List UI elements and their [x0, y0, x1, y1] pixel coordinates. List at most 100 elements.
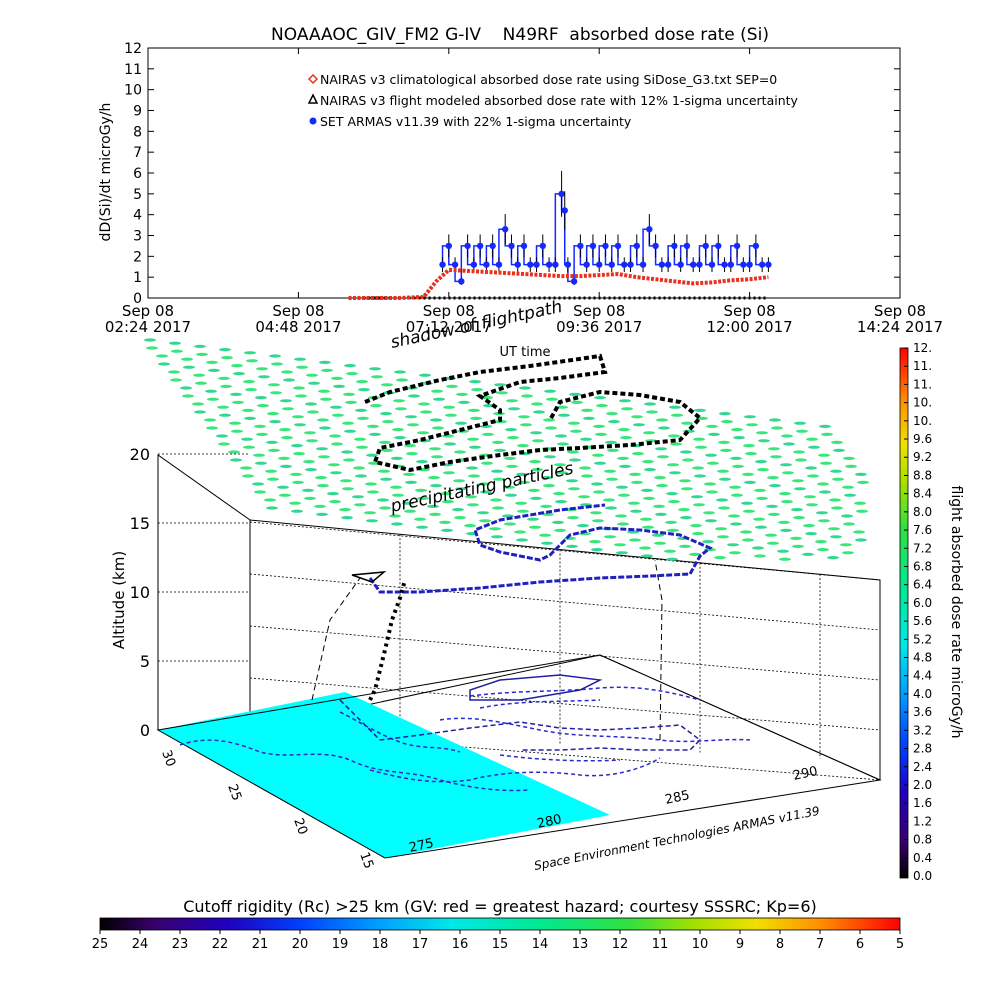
colorbar-bottom-ticks: 25 24 23 22 21 20 19 18 17 16 15 14 13 12 11 10 9 8 7 6 5: [92, 930, 904, 952]
colorbar-bottom-tick-label: 17: [412, 937, 429, 952]
armas-point: [696, 261, 703, 268]
rc-dot: [205, 389, 217, 393]
colorbar-right-tick-label: 6.8: [913, 559, 932, 573]
rc-dot: [289, 501, 301, 505]
rc-dot: [782, 471, 794, 475]
rc-dot: [354, 437, 366, 441]
rc-dot: [403, 472, 415, 476]
rc-dot: [604, 535, 616, 539]
rc-dot: [477, 511, 489, 515]
rc-dot: [719, 477, 731, 481]
rc-dot: [192, 402, 204, 406]
rc-dot: [681, 421, 693, 425]
rc-dot: [280, 464, 292, 468]
y-tick-label: 2: [133, 249, 142, 265]
rc-dot: [557, 442, 569, 446]
lon-tick-label: 275: [408, 836, 435, 856]
rc-dot: [417, 496, 429, 500]
rc-dot: [367, 424, 379, 428]
rc-dot: [269, 420, 281, 424]
rc-dot: [256, 367, 268, 371]
rc-dot: [520, 423, 532, 427]
rc-dot: [521, 394, 533, 398]
rc-dot: [416, 525, 428, 529]
rc-dot: [705, 519, 717, 523]
armas-point: [508, 242, 515, 250]
legend-label: NAIRAS v3 flight modeled absorbed dose r…: [320, 93, 799, 108]
rc-dot: [231, 429, 243, 433]
trajectory-3d: 0 5 10 15 20 30 25 20 15 275 280 285 290 Altitude (…: [110, 297, 882, 873]
rc-dot: [692, 532, 704, 536]
rc-dot: [279, 493, 291, 497]
rc-dot: [306, 373, 318, 377]
rc-dot: [266, 506, 278, 510]
rc-dot: [464, 524, 476, 528]
rc-dot: [616, 551, 628, 555]
lat-tick-label: 30: [158, 748, 178, 769]
rc-dot: [819, 424, 831, 428]
aircraft-marker: [351, 571, 387, 583]
rc-dot: [170, 378, 182, 382]
rc-dot: [544, 455, 556, 459]
legend-marker-circle: [309, 117, 317, 125]
x-axis-label: UT time: [500, 345, 551, 360]
rc-dot: [740, 530, 752, 534]
lat-tick-label: 20: [290, 816, 310, 837]
rc-dot: [494, 383, 506, 387]
grid-line-back: [249, 625, 881, 681]
rc-dot: [727, 543, 739, 547]
rc-dot: [431, 455, 443, 459]
rc-dot: [617, 522, 629, 526]
rc-dot: [467, 503, 479, 507]
rc-dot: [790, 536, 802, 541]
rc-dot: [169, 341, 181, 345]
rc-dot: [855, 538, 867, 542]
rc-dot: [381, 448, 393, 452]
rc-dot: [340, 479, 352, 483]
rc-dot: [471, 388, 483, 392]
rc-dot: [721, 420, 733, 424]
z-tick-label: 20: [130, 445, 150, 464]
rc-dot: [853, 530, 865, 534]
rc-dot: [842, 485, 854, 489]
rc-dot: [503, 485, 515, 489]
rc-dot: [293, 452, 305, 456]
y-tick-label: 4: [133, 208, 142, 224]
armas-point: [558, 190, 565, 198]
rc-dot: [718, 440, 730, 444]
rc-dot: [693, 437, 705, 441]
colorbar-right-gradient: [899, 347, 909, 879]
rc-dot: [258, 375, 270, 379]
rc-dot: [305, 402, 317, 406]
rc-dot: [566, 544, 578, 549]
rc-dot: [371, 375, 383, 379]
rc-dot: [665, 520, 677, 525]
rc-dot: [458, 400, 470, 404]
rc-dot: [496, 391, 508, 395]
armas-point: [733, 242, 741, 250]
rc-dot: [366, 519, 378, 523]
rc-dot: [278, 456, 290, 460]
rc-dot: [268, 448, 280, 452]
y-tick-label: 9: [133, 104, 142, 120]
armas-point: [596, 261, 603, 268]
rc-dot: [429, 447, 441, 451]
rc-dot: [754, 554, 766, 558]
armas-point: [470, 261, 478, 268]
rc-dot: [629, 472, 641, 476]
rc-dot: [671, 413, 683, 417]
armas-point: [502, 226, 509, 233]
rc-dot: [339, 508, 351, 512]
rc-dot: [594, 461, 606, 465]
rc-dot: [592, 453, 604, 457]
rc-dot: [465, 495, 477, 499]
colorbar-bottom-tick-label: 20: [292, 937, 309, 952]
armas-point: [583, 261, 590, 268]
rc-dot: [855, 472, 867, 476]
rc-dot: [305, 468, 317, 472]
armas-point: [758, 261, 766, 268]
rc-dot: [756, 496, 768, 500]
armas-point: [495, 261, 503, 268]
armas-point: [708, 261, 716, 268]
